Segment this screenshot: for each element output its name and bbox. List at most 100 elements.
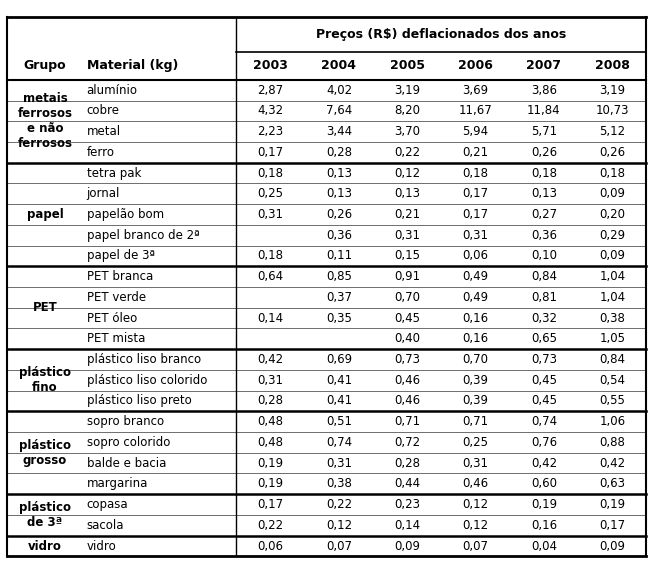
Text: 11,67: 11,67	[459, 105, 492, 117]
Text: 0,36: 0,36	[531, 229, 557, 242]
Text: 0,31: 0,31	[258, 208, 283, 221]
Text: 2003: 2003	[253, 59, 288, 72]
Text: 0,16: 0,16	[462, 311, 488, 325]
Text: 0,16: 0,16	[531, 519, 557, 532]
Text: alumínio: alumínio	[87, 84, 138, 97]
Text: 0,38: 0,38	[326, 477, 352, 491]
Text: 0,46: 0,46	[394, 374, 421, 387]
Text: 3,86: 3,86	[531, 84, 557, 97]
Text: 0,76: 0,76	[531, 436, 557, 449]
Text: 0,06: 0,06	[258, 540, 283, 552]
Text: 0,22: 0,22	[394, 146, 421, 159]
Text: 1,06: 1,06	[599, 415, 626, 428]
Text: PET verde: PET verde	[87, 291, 146, 304]
Text: 0,42: 0,42	[257, 353, 283, 366]
Text: plástico liso branco: plástico liso branco	[87, 353, 201, 366]
Text: 0,31: 0,31	[394, 229, 421, 242]
Text: 0,71: 0,71	[394, 415, 421, 428]
Text: 0,18: 0,18	[599, 166, 626, 179]
Text: 0,64: 0,64	[257, 270, 283, 283]
Text: 0,31: 0,31	[258, 374, 283, 387]
Text: papel branco de 2ª: papel branco de 2ª	[87, 229, 199, 242]
Text: 0,49: 0,49	[462, 291, 488, 304]
Text: 0,09: 0,09	[599, 540, 626, 552]
Text: 7,64: 7,64	[326, 105, 352, 117]
Text: jornal: jornal	[87, 187, 120, 200]
Text: 0,12: 0,12	[462, 498, 488, 511]
Text: PET óleo: PET óleo	[87, 311, 137, 325]
Text: 0,41: 0,41	[326, 395, 352, 407]
Text: 0,74: 0,74	[531, 415, 557, 428]
Text: 0,28: 0,28	[394, 457, 421, 470]
Text: 0,45: 0,45	[531, 374, 557, 387]
Text: tetra pak: tetra pak	[87, 166, 141, 179]
Text: PET: PET	[33, 301, 57, 314]
Text: papel: papel	[27, 208, 63, 221]
Text: papel de 3ª: papel de 3ª	[87, 250, 155, 262]
Text: 0,17: 0,17	[599, 519, 626, 532]
Text: 0,70: 0,70	[462, 353, 488, 366]
Text: 3,69: 3,69	[462, 84, 488, 97]
Text: PET mista: PET mista	[87, 332, 145, 345]
Text: 2007: 2007	[526, 59, 562, 72]
Text: 5,71: 5,71	[531, 125, 557, 138]
Text: 0,28: 0,28	[326, 146, 352, 159]
Text: 0,32: 0,32	[531, 311, 557, 325]
Text: 0,63: 0,63	[599, 477, 626, 491]
Text: 0,42: 0,42	[531, 457, 557, 470]
Text: 0,73: 0,73	[531, 353, 557, 366]
Text: 0,19: 0,19	[257, 477, 283, 491]
Text: Material (kg): Material (kg)	[87, 59, 178, 72]
Text: 0,13: 0,13	[326, 166, 352, 179]
Text: 0,73: 0,73	[394, 353, 421, 366]
Text: 0,74: 0,74	[326, 436, 352, 449]
Text: 0,14: 0,14	[257, 311, 283, 325]
Text: Grupo: Grupo	[24, 59, 67, 72]
Text: 0,51: 0,51	[326, 415, 352, 428]
Text: cobre: cobre	[87, 105, 119, 117]
Text: copasa: copasa	[87, 498, 128, 511]
Text: 0,39: 0,39	[462, 374, 488, 387]
Text: 0,22: 0,22	[326, 498, 352, 511]
Text: 0,48: 0,48	[258, 415, 283, 428]
Text: 0,19: 0,19	[599, 498, 626, 511]
Text: 0,85: 0,85	[326, 270, 352, 283]
Text: 0,81: 0,81	[531, 291, 557, 304]
Text: 0,07: 0,07	[462, 540, 488, 552]
Text: 0,04: 0,04	[531, 540, 557, 552]
Text: 0,20: 0,20	[599, 208, 626, 221]
Text: 0,18: 0,18	[258, 166, 283, 179]
Text: 0,26: 0,26	[326, 208, 352, 221]
Text: 0,09: 0,09	[599, 250, 626, 262]
Text: 0,21: 0,21	[394, 208, 421, 221]
Text: 0,72: 0,72	[394, 436, 421, 449]
Text: papelão bom: papelão bom	[87, 208, 164, 221]
Text: 0,36: 0,36	[326, 229, 352, 242]
Text: 8,20: 8,20	[394, 105, 421, 117]
Text: 0,71: 0,71	[462, 415, 488, 428]
Text: plástico
grosso: plástico grosso	[19, 439, 71, 467]
Text: plástico liso colorido: plástico liso colorido	[87, 374, 207, 387]
Text: 0,14: 0,14	[394, 519, 421, 532]
Text: 2005: 2005	[390, 59, 425, 72]
Text: 0,54: 0,54	[599, 374, 626, 387]
Text: 3,19: 3,19	[599, 84, 626, 97]
Text: 0,06: 0,06	[462, 250, 488, 262]
Text: 0,42: 0,42	[599, 457, 626, 470]
Text: 0,65: 0,65	[531, 332, 557, 345]
Text: 0,70: 0,70	[394, 291, 421, 304]
Text: 0,09: 0,09	[599, 187, 626, 200]
Text: 0,40: 0,40	[394, 332, 421, 345]
Text: 0,26: 0,26	[531, 146, 557, 159]
Text: metais
ferrosos
e não
ferrosos: metais ferrosos e não ferrosos	[18, 92, 72, 150]
Text: 3,70: 3,70	[394, 125, 421, 138]
Text: 2,87: 2,87	[257, 84, 283, 97]
Text: Preços (R$) deflacionados dos anos: Preços (R$) deflacionados dos anos	[316, 28, 567, 41]
Text: 0,49: 0,49	[462, 270, 488, 283]
Text: 3,44: 3,44	[326, 125, 352, 138]
Text: 0,25: 0,25	[462, 436, 488, 449]
Text: balde e bacia: balde e bacia	[87, 457, 166, 470]
Text: 4,02: 4,02	[326, 84, 352, 97]
Text: 0,10: 0,10	[531, 250, 557, 262]
Text: 1,04: 1,04	[599, 270, 626, 283]
